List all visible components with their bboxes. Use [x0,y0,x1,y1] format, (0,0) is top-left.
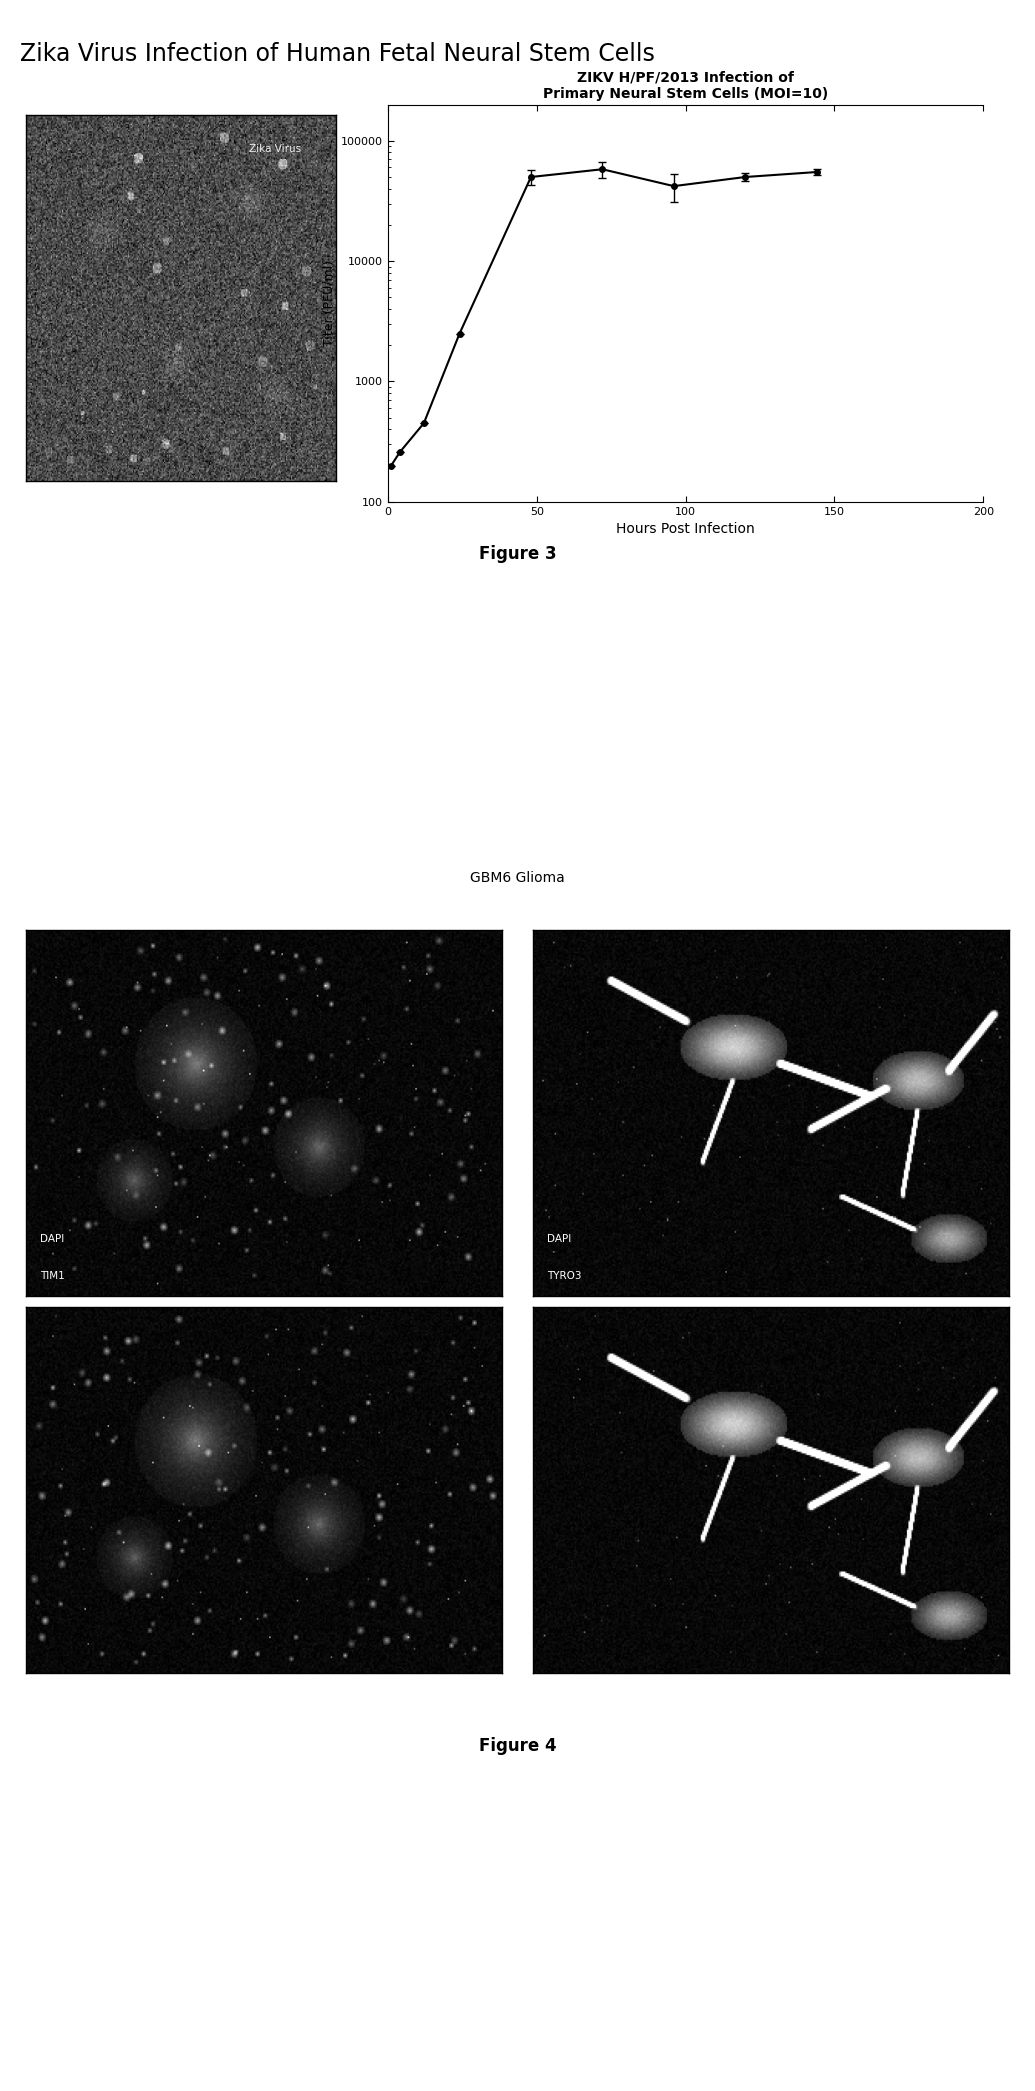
Text: GBM6 Glioma: GBM6 Glioma [470,872,565,884]
Text: Figure 3: Figure 3 [478,546,557,562]
Text: DAPI: DAPI [40,1234,64,1244]
Text: Figure 4: Figure 4 [478,1738,557,1754]
Text: DAPI: DAPI [548,1234,571,1244]
Text: Zika Virus: Zika Virus [249,144,301,155]
Text: Zika Virus Infection of Human Fetal Neural Stem Cells: Zika Virus Infection of Human Fetal Neur… [21,42,655,67]
Y-axis label: Titer (PFU/ml): Titer (PFU/ml) [323,259,335,347]
Text: TIM1: TIM1 [40,1271,65,1282]
X-axis label: Hours Post Infection: Hours Post Infection [616,523,756,535]
Text: TYRO3: TYRO3 [548,1271,582,1282]
Title: ZIKV H/PF/2013 Infection of
Primary Neural Stem Cells (MOI=10): ZIKV H/PF/2013 Infection of Primary Neur… [543,71,828,100]
